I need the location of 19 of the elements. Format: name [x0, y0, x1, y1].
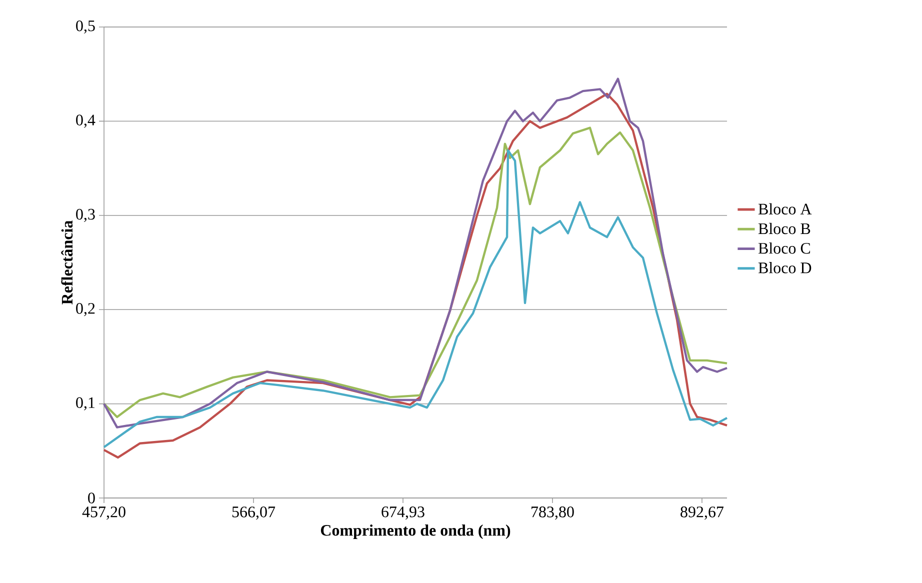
x-tick-label: 674,93 [382, 506, 424, 520]
x-tick-label: 783,80 [532, 506, 574, 520]
x-tick-label: 566,07 [232, 506, 276, 520]
line-series [102, 149, 728, 448]
line-series [102, 126, 728, 418]
legend-label: Bloco D [758, 262, 812, 274]
x-tick-label: 457,20 [82, 506, 126, 520]
legend-label: Bloco C [758, 242, 810, 254]
y-axis-title: Reflectância [61, 220, 73, 304]
y-tick-label: 0,2 [76, 303, 95, 316]
y-tick-label: 0,1 [76, 397, 95, 410]
y-tick-label: 0 [88, 492, 95, 504]
y-tick-label: 0,4 [76, 114, 96, 128]
y-tick-label: 0,5 [76, 20, 95, 34]
x-axis-title: Comprimento de onda (nm) [320, 524, 510, 539]
y-tick-label: 0,3 [76, 208, 95, 222]
legend-label: Bloco A [758, 203, 812, 214]
x-tick-label: 892,67 [680, 506, 724, 520]
legend-label: Bloco B [758, 222, 810, 234]
